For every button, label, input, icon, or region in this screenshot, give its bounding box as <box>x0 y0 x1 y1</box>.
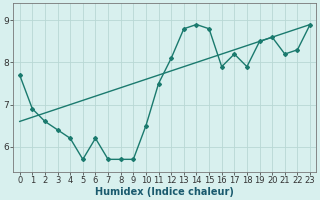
X-axis label: Humidex (Indice chaleur): Humidex (Indice chaleur) <box>95 187 234 197</box>
